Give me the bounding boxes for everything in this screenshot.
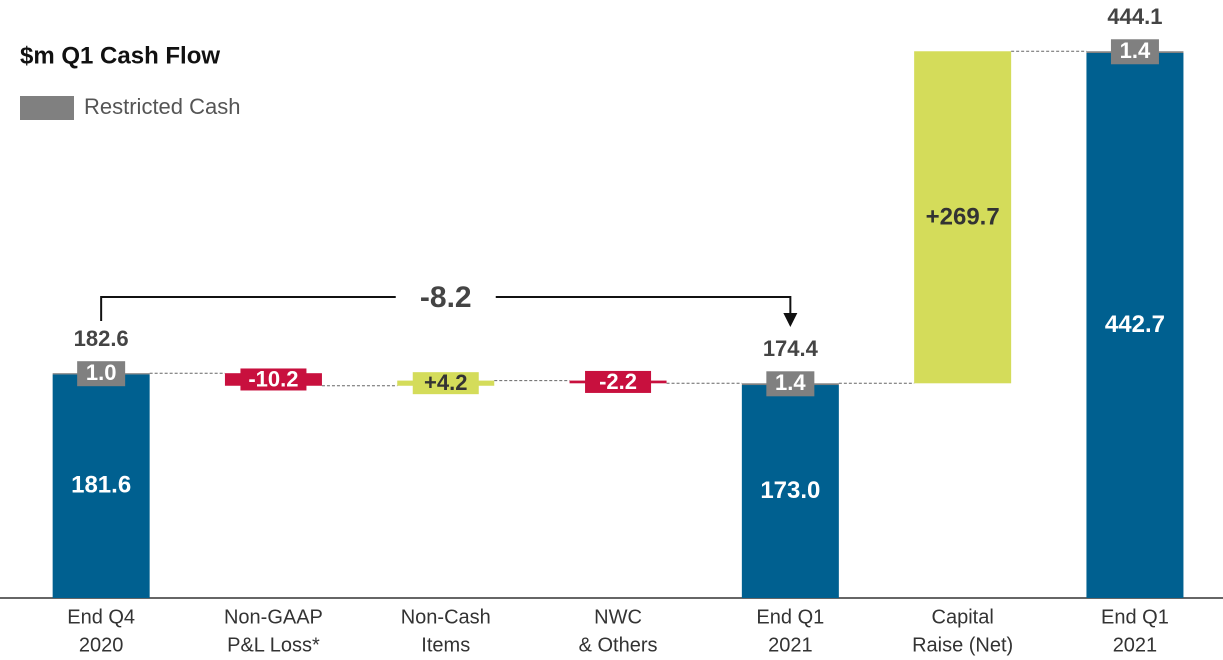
x-tick-label: 2021 xyxy=(1113,634,1158,656)
x-tick-label: End Q1 xyxy=(756,606,824,628)
x-tick-label: Non-Cash xyxy=(401,606,491,628)
change-label: +4.2 xyxy=(424,370,467,395)
legend-swatch xyxy=(20,96,74,120)
change-label: -10.2 xyxy=(248,366,298,391)
change-label: -2.2 xyxy=(599,369,637,394)
total-label: 174.4 xyxy=(763,336,819,361)
restricted-label-box xyxy=(766,371,815,397)
x-tick-label: Capital xyxy=(932,606,994,628)
bracket-arrow xyxy=(783,313,798,327)
bar-label: 173.0 xyxy=(760,477,820,504)
x-tick-label: Non-GAAP xyxy=(224,606,323,628)
bar-label: 442.7 xyxy=(1105,311,1165,338)
bar xyxy=(1086,52,1184,598)
bar xyxy=(52,374,150,598)
x-tick-label: NWC xyxy=(594,606,642,628)
x-tick-label: End Q1 xyxy=(1101,606,1169,628)
restricted-label: 1.0 xyxy=(86,360,117,385)
chart-title: $m Q1 Cash Flow xyxy=(20,42,220,69)
change-label-box xyxy=(240,368,307,391)
total-label: 182.6 xyxy=(74,326,129,351)
total-label: 444.1 xyxy=(1107,4,1162,29)
x-tick-label: Raise (Net) xyxy=(912,634,1013,656)
bracket-label: -8.2 xyxy=(420,281,472,314)
bracket-gap xyxy=(395,282,496,312)
bar xyxy=(741,385,839,598)
x-tick-label: 2020 xyxy=(79,634,124,656)
change-label-box xyxy=(585,370,652,393)
bar-label: 181.6 xyxy=(71,472,131,499)
x-tick-label: 2021 xyxy=(768,634,813,656)
x-tick-label: Items xyxy=(421,634,470,656)
change-label: +269.7 xyxy=(926,204,1000,231)
bar xyxy=(914,51,1012,384)
restricted-label: 1.4 xyxy=(775,370,806,395)
restricted-label-box xyxy=(77,361,126,387)
x-tick-label: End Q4 xyxy=(67,606,135,628)
x-tick-label: P&L Loss* xyxy=(227,634,320,656)
legend-label: Restricted Cash xyxy=(84,94,241,119)
x-tick-label: & Others xyxy=(579,634,658,656)
restricted-label: 1.4 xyxy=(1120,38,1151,63)
change-label-box xyxy=(412,372,479,395)
restricted-label-box xyxy=(1110,39,1159,65)
